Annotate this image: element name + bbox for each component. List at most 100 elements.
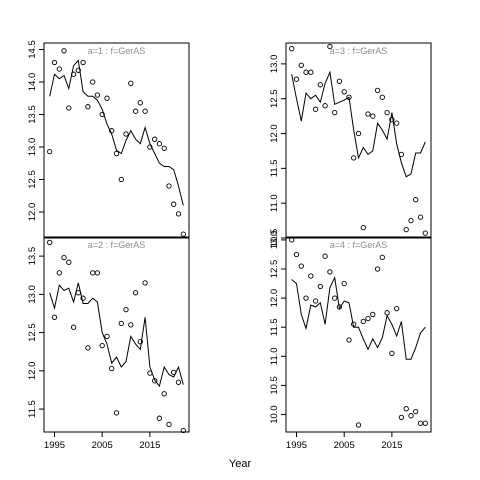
observed-point: [384, 310, 390, 316]
observed-point: [94, 270, 101, 276]
observed-point: [322, 253, 328, 259]
panels-group: a=1 : f=GerAS 12.0 12.5 13.0 13.5 14.0 14.5 a=3…: [27, 40, 432, 451]
y-tick-label: 12.5: [269, 260, 280, 279]
observed-point: [104, 333, 110, 340]
observed-point: [118, 176, 124, 183]
observed-point: [152, 378, 158, 384]
observed-point: [161, 391, 167, 397]
observed-point: [341, 280, 347, 287]
observed-point: [355, 422, 362, 428]
panel-title: a=3 : f=GerAS: [330, 46, 388, 56]
observed-point: [389, 350, 395, 357]
y-tick-label: 10.5: [269, 229, 280, 248]
observed-point: [308, 69, 314, 75]
y-tick-label: 13.0: [27, 285, 38, 304]
x-axis-title: Year: [229, 458, 252, 470]
panel-frame: [43, 236, 190, 433]
observed-point: [351, 155, 357, 161]
y-tick-label: 11.5: [27, 400, 38, 418]
observed-point: [175, 211, 182, 217]
y-tick-label: 13.0: [269, 55, 280, 73]
observed-point: [47, 148, 53, 155]
observed-point: [137, 339, 143, 345]
y-tick-label: 14.0: [27, 73, 38, 92]
y-tick-label: 13.0: [269, 231, 280, 250]
observed-point: [61, 254, 67, 261]
observed-point: [332, 295, 338, 301]
observed-point: [389, 116, 395, 123]
observed-point: [379, 254, 385, 261]
observed-point: [336, 78, 343, 84]
observed-point: [384, 109, 390, 116]
fitted-line: [291, 276, 426, 360]
observed-point: [123, 306, 129, 313]
observed-point: [374, 266, 381, 272]
observed-point: [128, 80, 134, 86]
observed-point: [85, 104, 91, 110]
observed-point: [113, 410, 120, 416]
y-tick-label: 12.0: [269, 289, 280, 308]
observed-point: [66, 105, 72, 111]
y-tick-label: 10.0: [269, 405, 280, 424]
x-tick-label: 2015: [139, 440, 160, 451]
y-tick-label: 12.5: [269, 89, 280, 108]
panel-4: a=4 : f=GerAS 10.0 10.5 11.0 11.5 12.0 12.5 13.…: [269, 231, 432, 451]
observed-point: [75, 290, 81, 296]
observed-point: [351, 321, 357, 327]
panel-frame: [285, 236, 432, 433]
x-tick-label: 2005: [334, 440, 355, 451]
observed-point: [85, 345, 91, 351]
observed-point: [413, 408, 419, 415]
y-tick-label: 11.5: [269, 159, 280, 177]
panel-frame: [285, 42, 432, 239]
y-tick-label: 12.5: [27, 170, 38, 189]
observed-point: [171, 369, 177, 376]
y-tick-label: 10.5: [269, 376, 280, 395]
observed-point: [180, 231, 186, 237]
observed-point: [317, 82, 323, 88]
panel-2: a=3 : f=GerAS 10.5 11.0 11.5 12.0 12.5 13.0: [269, 42, 432, 248]
observed-point: [166, 183, 172, 189]
observed-point: [298, 62, 304, 68]
observed-point: [374, 87, 381, 94]
y-tick-label: 13.0: [27, 138, 38, 157]
observed-point: [51, 59, 58, 66]
observed-point: [312, 298, 319, 304]
observed-point: [90, 79, 96, 85]
y-tick-label: 13.5: [27, 105, 38, 124]
fitted-line: [49, 282, 184, 388]
observed-point: [171, 201, 177, 207]
observed-point: [413, 197, 419, 203]
observed-point: [113, 150, 120, 157]
observed-point: [109, 365, 115, 372]
observed-point: [152, 136, 158, 142]
observed-point: [70, 71, 77, 77]
observed-point: [156, 141, 163, 147]
observed-point: [142, 280, 148, 286]
observed-point: [422, 230, 428, 236]
observed-point: [327, 43, 333, 50]
observed-point: [175, 379, 182, 385]
observed-point: [70, 324, 77, 330]
y-tick-label: 12.0: [27, 362, 38, 381]
observed-point: [293, 251, 300, 258]
observed-point: [308, 273, 314, 279]
observed-point: [370, 311, 376, 318]
observed-point: [66, 259, 72, 265]
panel-title: a=4 : f=GerAS: [330, 240, 388, 250]
observed-point: [180, 427, 186, 434]
observed-point: [394, 120, 400, 126]
observed-point: [80, 59, 86, 66]
observed-point: [80, 295, 86, 301]
panel-title: a=1 : f=GerAS: [88, 46, 146, 56]
observed-point: [370, 113, 376, 119]
observed-point: [408, 413, 414, 419]
observed-point: [379, 94, 385, 100]
y-tick-label: 11.0: [269, 194, 280, 212]
observed-point: [408, 217, 414, 224]
panel-frame: [43, 42, 190, 239]
observed-point: [398, 151, 405, 158]
observed-point: [61, 48, 67, 54]
observed-point: [322, 103, 328, 109]
y-tick-label: 13.5: [27, 247, 38, 266]
